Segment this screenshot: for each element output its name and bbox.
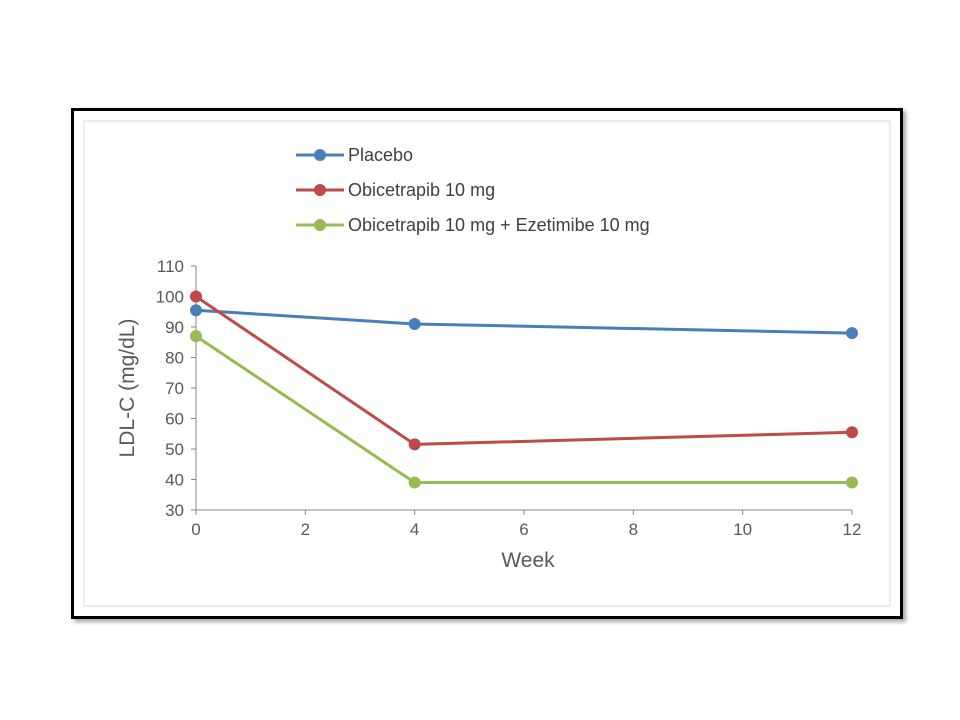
series-line [195, 334, 852, 485]
y-tick-label: 50 [165, 440, 184, 459]
series-line [195, 295, 853, 446]
line-chart: Placebo Obicetrapib 10 mg Obicetrapib 10 m… [83, 120, 891, 607]
x-axis-ticks: 0 2 4 6 8 10 12 [191, 510, 861, 539]
x-tick-label: 0 [191, 520, 200, 539]
series-2 [190, 290, 858, 451]
legend-marker [314, 184, 326, 196]
legend-label: Obicetrapib 10 mg + Ezetimibe 10 mg [348, 215, 650, 235]
y-tick-label: 100 [156, 288, 184, 307]
y-tick-label: 40 [165, 471, 184, 490]
series-line [195, 308, 853, 335]
chart-area-border [83, 120, 891, 607]
chart-frame: Placebo Obicetrapib 10 mg Obicetrapib 10 m… [71, 108, 903, 619]
y-tick-label: 90 [165, 318, 184, 337]
y-tick-label: 70 [165, 379, 184, 398]
y-axis-title: LDL-C (mg/dL) [116, 319, 139, 458]
legend-label: Placebo [348, 145, 413, 165]
data-point [408, 438, 421, 451]
x-tick-label: 8 [629, 520, 638, 539]
series-1 [190, 304, 858, 340]
x-tick-label: 4 [410, 520, 419, 539]
legend-item: Obicetrapib 10 mg + Ezetimibe 10 mg [296, 215, 650, 235]
data-point [190, 290, 202, 303]
x-tick-label: 10 [733, 520, 752, 539]
y-tick-label: 30 [165, 501, 184, 520]
data-point [846, 476, 858, 489]
x-tick-label: 6 [519, 520, 528, 539]
data-point [846, 327, 858, 340]
axes [195, 266, 852, 511]
y-tick-label: 60 [165, 410, 184, 429]
y-tick-label: 110 [157, 257, 184, 276]
x-tick-label: 12 [843, 520, 862, 539]
series-group [190, 290, 858, 489]
x-tick-label: 2 [301, 520, 310, 539]
legend: Placebo Obicetrapib 10 mg Obicetrapib 10 m… [296, 145, 650, 235]
y-tick-label: 80 [165, 349, 184, 368]
legend-label: Obicetrapib 10 mg [348, 180, 495, 200]
data-point [408, 476, 421, 489]
legend-marker [314, 219, 326, 231]
data-point [190, 330, 202, 343]
legend-item: Placebo [296, 145, 413, 165]
x-axis-title: Week [501, 549, 555, 572]
data-point [408, 317, 421, 330]
legend-item: Obicetrapib 10 mg [296, 180, 495, 200]
y-axis-ticks: 30 40 50 60 70 80 90 100 110 [156, 257, 196, 520]
legend-marker [314, 149, 326, 161]
data-point [190, 304, 202, 317]
series-3 [190, 330, 858, 489]
data-point [846, 426, 858, 439]
